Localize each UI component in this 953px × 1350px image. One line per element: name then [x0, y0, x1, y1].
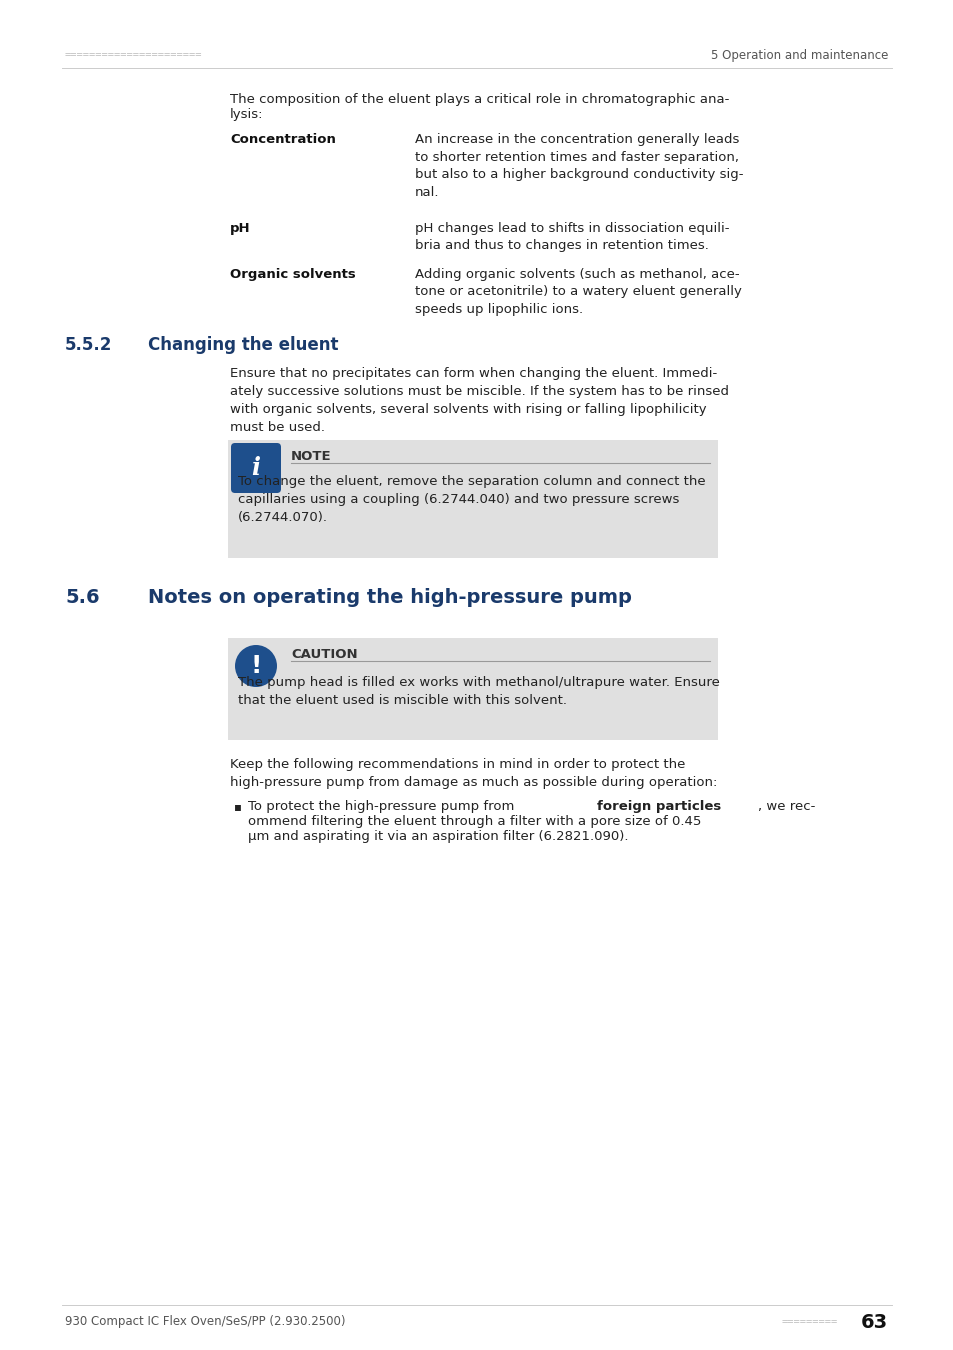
Circle shape [234, 645, 276, 687]
Text: Changing the eluent: Changing the eluent [148, 336, 338, 354]
Text: ▪: ▪ [233, 801, 242, 813]
Text: , we rec-: , we rec- [757, 801, 814, 813]
Text: ======================: ====================== [65, 50, 202, 59]
Text: Keep the following recommendations in mind in order to protect the
high-pressure: Keep the following recommendations in mi… [230, 757, 717, 788]
Text: μm and aspirating it via an aspiration filter (6.2821.090).: μm and aspirating it via an aspiration f… [248, 830, 628, 842]
Text: i: i [252, 456, 260, 481]
Text: !: ! [250, 653, 261, 678]
Text: 5.5.2: 5.5.2 [65, 336, 112, 354]
Text: 5 Operation and maintenance: 5 Operation and maintenance [710, 49, 887, 62]
Text: lysis:: lysis: [230, 108, 263, 122]
Text: To protect the high-pressure pump from: To protect the high-pressure pump from [248, 801, 518, 813]
Text: Organic solvents: Organic solvents [230, 269, 355, 281]
Text: Ensure that no precipitates can form when changing the eluent. Immedi-
ately suc: Ensure that no precipitates can form whe… [230, 367, 728, 433]
Text: CAUTION: CAUTION [291, 648, 357, 662]
FancyBboxPatch shape [228, 639, 718, 740]
Text: 5.6: 5.6 [65, 589, 99, 608]
Text: Adding organic solvents (such as methanol, ace-
tone or acetonitrile) to a water: Adding organic solvents (such as methano… [415, 269, 741, 316]
Text: The composition of the eluent plays a critical role in chromatographic ana-: The composition of the eluent plays a cr… [230, 93, 729, 107]
FancyBboxPatch shape [228, 440, 718, 558]
Text: foreign particles: foreign particles [597, 801, 720, 813]
Text: 63: 63 [860, 1312, 887, 1331]
Text: pH: pH [230, 221, 251, 235]
FancyBboxPatch shape [231, 443, 281, 493]
Text: pH changes lead to shifts in dissociation equili-
bria and thus to changes in re: pH changes lead to shifts in dissociatio… [415, 221, 729, 252]
Text: An increase in the concentration generally leads
to shorter retention times and : An increase in the concentration general… [415, 134, 742, 198]
Text: 930 Compact IC Flex Oven/SeS/PP (2.930.2500): 930 Compact IC Flex Oven/SeS/PP (2.930.2… [65, 1315, 345, 1328]
Text: To change the eluent, remove the separation column and connect the
capillaries u: To change the eluent, remove the separat… [237, 475, 705, 524]
Text: NOTE: NOTE [291, 450, 332, 463]
Text: ommend filtering the eluent through a filter with a pore size of 0.45: ommend filtering the eluent through a fi… [248, 815, 700, 828]
Text: Concentration: Concentration [230, 134, 335, 146]
Text: Notes on operating the high-pressure pump: Notes on operating the high-pressure pum… [148, 589, 631, 608]
Text: The pump head is filled ex works with methanol/ultrapure water. Ensure
that the : The pump head is filled ex works with me… [237, 676, 720, 707]
Text: =========: ========= [781, 1318, 838, 1327]
